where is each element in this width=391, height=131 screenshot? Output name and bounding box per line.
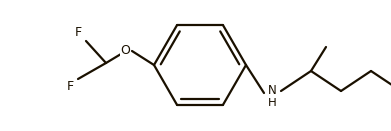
Text: F: F xyxy=(66,81,74,94)
Text: N: N xyxy=(267,84,276,97)
Text: O: O xyxy=(120,45,130,58)
Text: F: F xyxy=(74,26,82,40)
Text: H: H xyxy=(267,97,276,110)
